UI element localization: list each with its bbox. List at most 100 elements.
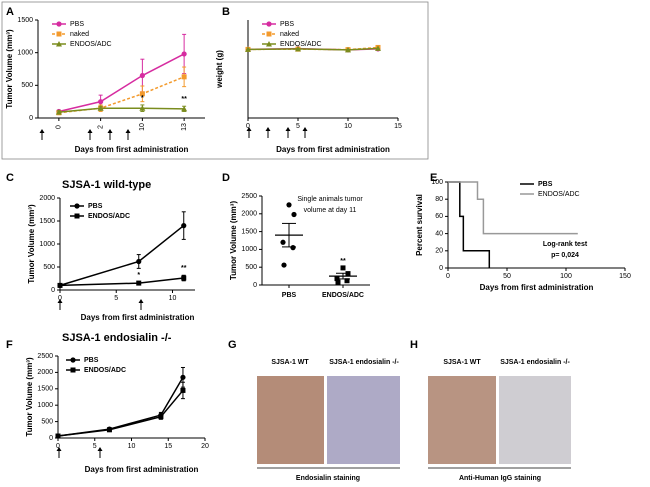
x-tick-label: 50 [503, 273, 511, 280]
marker [266, 31, 272, 37]
y-tick-label: 1000 [39, 241, 55, 248]
y-tick-label: 1500 [17, 17, 33, 24]
x-tick-label: 10 [169, 295, 177, 302]
x-tick-label: ENDOS/ADC [322, 292, 364, 299]
x-tick-label: 0 [56, 125, 63, 129]
marker [56, 41, 62, 47]
panel-label: G [228, 339, 237, 351]
y-tick-label: 1000 [241, 246, 257, 253]
marker [139, 91, 145, 97]
panel-label: D [222, 172, 230, 184]
x-axis-label: Days from first administration [276, 145, 390, 154]
micrograph [327, 376, 400, 464]
marker [266, 41, 272, 47]
y-tick-label: 80 [435, 196, 443, 203]
significance: ** [340, 258, 346, 265]
x-tick-label: 0 [246, 123, 250, 130]
y-tick-label: 40 [435, 230, 443, 237]
arrow-head [138, 299, 144, 303]
marker [290, 245, 296, 251]
x-tick-label: 15 [164, 443, 172, 450]
arrow-head [39, 129, 45, 133]
caption: SJSA-1 endosialin -/- [329, 359, 399, 366]
arrow-head [57, 299, 63, 303]
panel-label: B [222, 6, 230, 18]
y-tick-label: 0 [51, 287, 55, 294]
x-tick-label: 5 [296, 123, 300, 130]
arrow-head [265, 127, 271, 131]
x-axis-label: Days from first administration [75, 145, 189, 154]
marker [70, 357, 76, 363]
y-tick-label: 2000 [37, 369, 53, 376]
marker [181, 51, 187, 57]
marker [139, 105, 146, 111]
x-tick-label: 20 [201, 443, 209, 450]
y-tick-label: 2000 [39, 195, 55, 202]
series-line [448, 181, 578, 235]
marker [55, 109, 62, 115]
chart-title: volume at day 11 [304, 207, 357, 214]
y-axis-label: Tumor Volume (mm³) [5, 29, 14, 109]
caption: SJSA-1 WT [271, 359, 309, 366]
marker [180, 374, 186, 380]
marker [74, 213, 80, 219]
y-axis-label: Percent survival [415, 194, 424, 256]
legend-label: ENDOS/ADC [84, 367, 126, 374]
legend-label: naked [70, 31, 89, 38]
marker [181, 275, 187, 281]
x-tick-label: 0 [58, 295, 62, 302]
annotation: p= 0,024 [551, 252, 579, 259]
y-tick-label: 2500 [241, 193, 257, 200]
y-tick-label: 0 [439, 265, 443, 272]
arrow-head [97, 447, 103, 451]
panel-label: C [6, 172, 14, 184]
footer: Anti-Human IgG staining [459, 475, 541, 482]
legend-label: PBS [88, 203, 103, 210]
panel-label: A [6, 6, 14, 18]
y-tick-label: 1500 [37, 386, 53, 393]
series-line [247, 47, 379, 51]
marker [181, 74, 187, 80]
marker [281, 262, 287, 268]
panel-border [1, 1, 429, 160]
x-tick-label: 100 [560, 273, 572, 280]
y-axis-label: Tumor Volume (mm³) [27, 204, 36, 284]
legend-label: naked [280, 31, 299, 38]
arrow-head [107, 129, 113, 133]
marker [295, 45, 301, 52]
x-tick-label: 13 [181, 123, 188, 131]
y-tick-label: 500 [245, 264, 257, 271]
y-tick-label: 2000 [241, 211, 257, 218]
significance: ** [181, 96, 187, 103]
series-line [448, 181, 491, 268]
chart-title: Single animals tumor [297, 196, 363, 203]
arrow-head [125, 129, 131, 133]
y-tick-label: 500 [41, 418, 53, 425]
footer: Endosialin staining [296, 475, 360, 482]
legend-label: PBS [84, 357, 99, 364]
caption: SJSA-1 WT [443, 359, 481, 366]
y-tick-label: 1500 [39, 218, 55, 225]
y-tick-label: 1000 [17, 50, 33, 57]
marker [180, 387, 186, 393]
marker [291, 211, 297, 218]
significance: * [141, 95, 144, 102]
arrow-head [87, 129, 93, 133]
marker [181, 223, 187, 229]
marker [74, 203, 80, 209]
series-line [58, 53, 185, 113]
marker [158, 414, 164, 420]
x-axis-label: Days from first administration [480, 283, 594, 292]
arrow-head [56, 447, 62, 451]
y-tick-label: 2500 [37, 353, 53, 360]
x-tick-label: 2 [97, 125, 104, 129]
x-tick-label: 15 [394, 123, 402, 130]
legend-label: ENDOS/ADC [280, 41, 322, 48]
marker [344, 278, 350, 284]
arrow-head [246, 127, 252, 131]
legend-label: PBS [280, 21, 294, 28]
arrow-head [285, 127, 291, 131]
marker [55, 433, 61, 439]
marker [340, 265, 346, 271]
